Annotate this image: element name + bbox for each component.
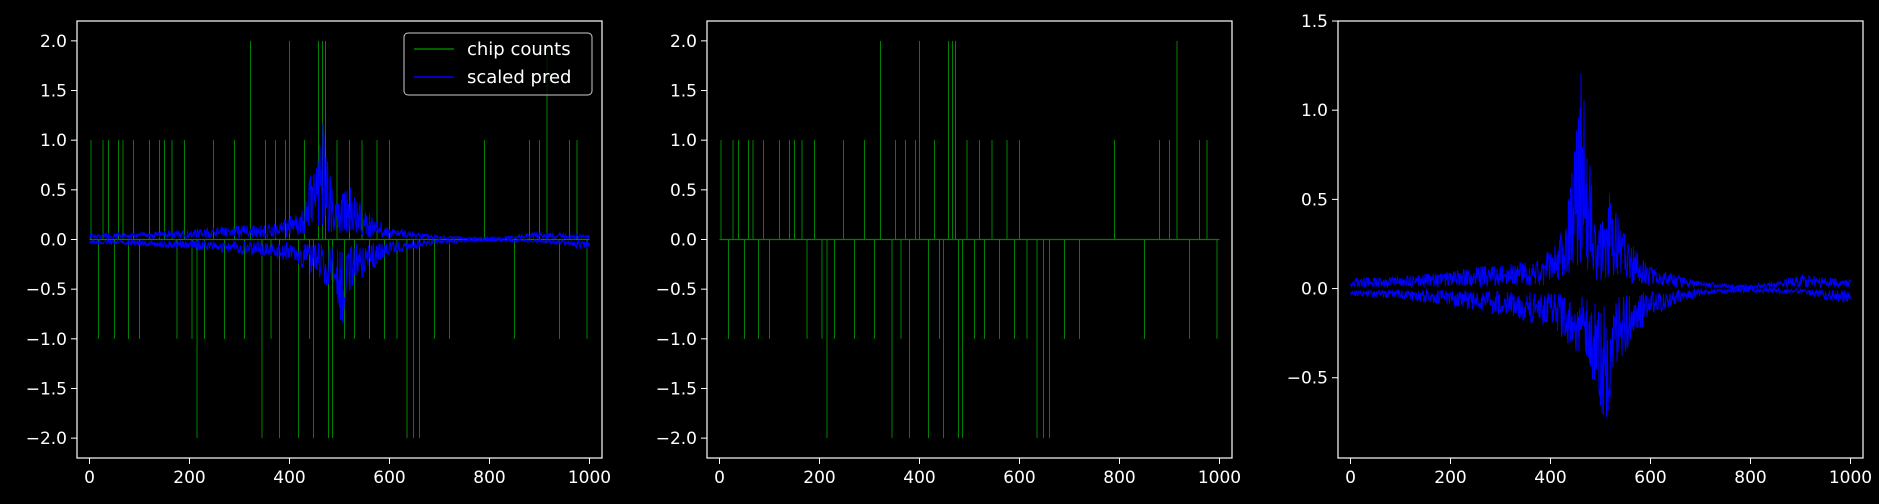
x-tick-label: 800 [1103, 468, 1135, 488]
plot-data [719, 40, 1220, 439]
legend-label-scaled-pred: scaled pred [467, 67, 571, 88]
x-tick-label: 0 [714, 468, 725, 488]
x-tick-label: 0 [1345, 468, 1356, 488]
y-tick-label: −1.5 [26, 379, 67, 399]
x-tick-label: 400 [1534, 468, 1566, 488]
y-tick-label: 1.5 [1301, 12, 1328, 32]
x-tick-label: 600 [1634, 468, 1666, 488]
y-tick-label: 2.0 [670, 32, 697, 52]
x-tick-label: 200 [173, 468, 205, 488]
scaled-pred-upper-line [1350, 72, 1851, 292]
y-tick-label: 0.0 [1301, 280, 1328, 300]
legend-label-chip-counts: chip counts [467, 39, 571, 60]
y-tick-label: 1.0 [1301, 101, 1328, 121]
x-tick-label: 400 [273, 468, 305, 488]
axes-frame [1337, 20, 1864, 459]
axis-ticks: 0 200 400 600 800 1000 −2.0 −1.5 −1.0 −0.5 0.0 0.5 1… [26, 32, 611, 488]
y-tick-label: −0.5 [26, 280, 67, 300]
x-tick-label: 800 [1734, 468, 1766, 488]
scaled-pred-upper-line [89, 122, 590, 242]
y-tick-label: 2.0 [40, 32, 67, 52]
chart-panel-right: 0 200 400 600 800 1000 −0.5 0.0 0.5 1.0 1.5 [1287, 12, 1872, 488]
y-tick-label: 1.5 [670, 82, 697, 102]
axes-frame [706, 20, 1233, 459]
scaled-pred-lower-line [1350, 285, 1851, 417]
y-tick-label: 1.0 [40, 131, 67, 151]
x-tick-label: 1000 [1829, 468, 1872, 488]
y-tick-label: −0.5 [656, 280, 697, 300]
y-tick-label: 0.5 [1301, 190, 1328, 210]
axis-ticks: 0 200 400 600 800 1000 −2.0 −1.5 −1.0 −0.5 0.0 0.5 1… [656, 32, 1241, 488]
x-tick-label: 1000 [568, 468, 611, 488]
y-tick-label: −2.0 [26, 429, 67, 449]
y-tick-label: 0.5 [40, 181, 67, 201]
x-tick-label: 200 [803, 468, 835, 488]
plot-data [89, 40, 590, 439]
x-tick-label: 600 [1003, 468, 1035, 488]
x-tick-label: 1000 [1198, 468, 1241, 488]
x-tick-label: 200 [1434, 468, 1466, 488]
chart-panel-middle: 0 200 400 600 800 1000 −2.0 −1.5 −1.0 −0.5 0.0 0.5 1… [656, 20, 1241, 488]
x-tick-label: 800 [473, 468, 505, 488]
axis-ticks: 0 200 400 600 800 1000 −0.5 0.0 0.5 1.0 1.5 [1287, 12, 1872, 488]
y-tick-label: −1.0 [656, 330, 697, 350]
chart-panel-left: 0 200 400 600 800 1000 −2.0 −1.5 −1.0 −0.5 0.0 0.5 1… [26, 20, 611, 488]
y-tick-label: −0.5 [1287, 369, 1328, 389]
x-tick-label: 0 [84, 468, 95, 488]
x-tick-label: 400 [903, 468, 935, 488]
axes-frame [76, 20, 603, 459]
plot-data [1350, 72, 1851, 417]
y-tick-label: −1.0 [26, 330, 67, 350]
legend: chip counts scaled pred [403, 32, 593, 96]
y-tick-label: 0.0 [40, 231, 67, 251]
y-tick-label: 0.0 [670, 231, 697, 251]
x-tick-label: 600 [373, 468, 405, 488]
scaled-pred-lower-line [89, 237, 590, 323]
y-tick-label: 1.5 [40, 82, 67, 102]
y-tick-label: 1.0 [670, 131, 697, 151]
y-tick-label: 0.5 [670, 181, 697, 201]
y-tick-label: −1.5 [656, 379, 697, 399]
y-tick-label: −2.0 [656, 429, 697, 449]
